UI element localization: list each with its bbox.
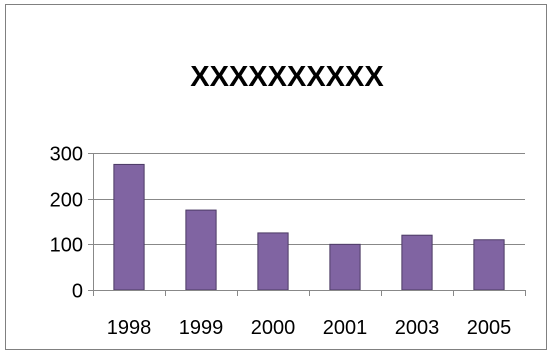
bar-2005 (473, 239, 505, 291)
x-tick-label: 2001 (323, 317, 368, 339)
gridlines (93, 153, 525, 245)
bar-1998 (113, 163, 145, 291)
bar-2003 (401, 234, 433, 291)
chart-title: XXXXXXXXXX (190, 61, 384, 93)
y-tick-label: 100 (50, 235, 83, 257)
x-tick-label: 2003 (395, 317, 440, 339)
bar-2001 (329, 243, 361, 291)
bar-2000 (257, 232, 289, 291)
y-tick-label: 200 (50, 190, 83, 212)
y-tick-label: 0 (72, 281, 83, 303)
x-tick-label: 2000 (251, 317, 296, 339)
chart-area (5, 4, 547, 350)
x-tick-label: 1999 (179, 317, 224, 339)
x-tick-label: 1998 (107, 317, 152, 339)
y-tick-labels: 0 100 200 300 (50, 144, 83, 303)
axes (88, 153, 526, 296)
bars (113, 163, 505, 291)
x-tick-label: 2005 (467, 317, 512, 339)
y-tick-label: 300 (50, 144, 83, 166)
bar-1999 (185, 209, 217, 291)
x-tick-labels: 1998 1999 2000 2001 2003 2005 (107, 317, 512, 339)
